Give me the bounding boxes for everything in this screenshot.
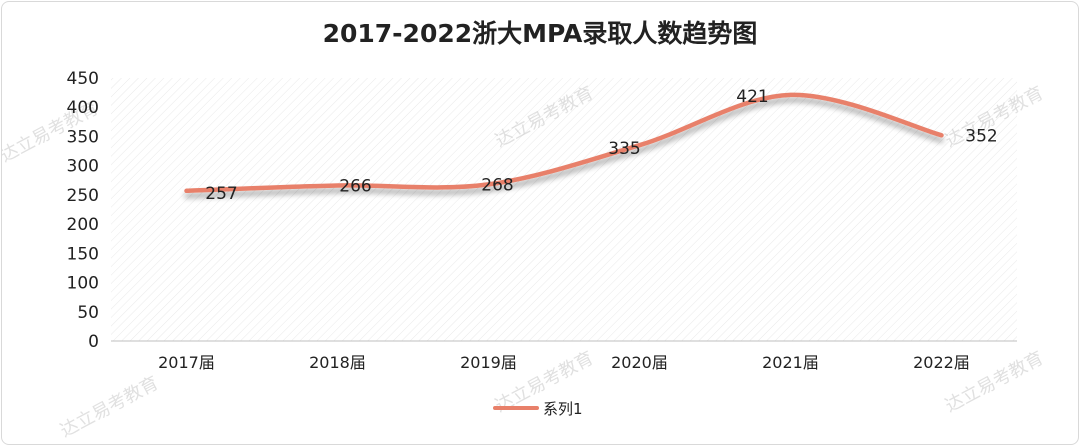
watermark-text: 达立易考教育 [57, 373, 162, 442]
y-tick-label: 400 [67, 98, 99, 118]
y-axis: 0 50 100 150 200 250 300 350 400 450 [67, 69, 99, 352]
series-line-1 [184, 92, 944, 194]
y-tick-label: 100 [67, 274, 99, 294]
y-tick-label: 200 [67, 215, 99, 235]
data-label: 266 [339, 177, 371, 197]
x-tick-label: 2018届 [309, 353, 366, 372]
y-tick-label: 150 [67, 244, 99, 264]
x-tick-label: 2021届 [762, 353, 819, 372]
legend[interactable]: 系列1 [493, 400, 583, 418]
y-tick-label: 50 [77, 303, 99, 323]
x-tick-label: 2019届 [460, 353, 517, 372]
y-tick-label: 250 [67, 186, 99, 206]
data-label: 421 [736, 87, 768, 107]
data-label: 352 [965, 126, 997, 146]
y-tick-label: 350 [67, 127, 99, 147]
y-tick-label: 450 [67, 69, 99, 89]
chart-title: 2017-2022浙大MPA录取人数趋势图 [323, 19, 758, 48]
x-tick-label: 2022届 [913, 353, 970, 372]
data-labels: 257 266 268 335 421 352 [205, 87, 997, 204]
data-label: 335 [608, 139, 640, 159]
data-label: 268 [481, 175, 513, 195]
plot-area-background [111, 78, 1017, 341]
x-tick-label: 2020届 [611, 353, 668, 372]
data-label: 257 [205, 184, 237, 204]
legend-label-series-1: 系列1 [543, 400, 583, 418]
series-layer [184, 92, 944, 194]
y-tick-label: 300 [67, 157, 99, 177]
x-tick-label: 2017届 [158, 353, 215, 372]
x-axis: 2017届 2018届 2019届 2020届 2021届 2022届 [158, 353, 970, 372]
y-tick-label: 0 [88, 332, 99, 352]
